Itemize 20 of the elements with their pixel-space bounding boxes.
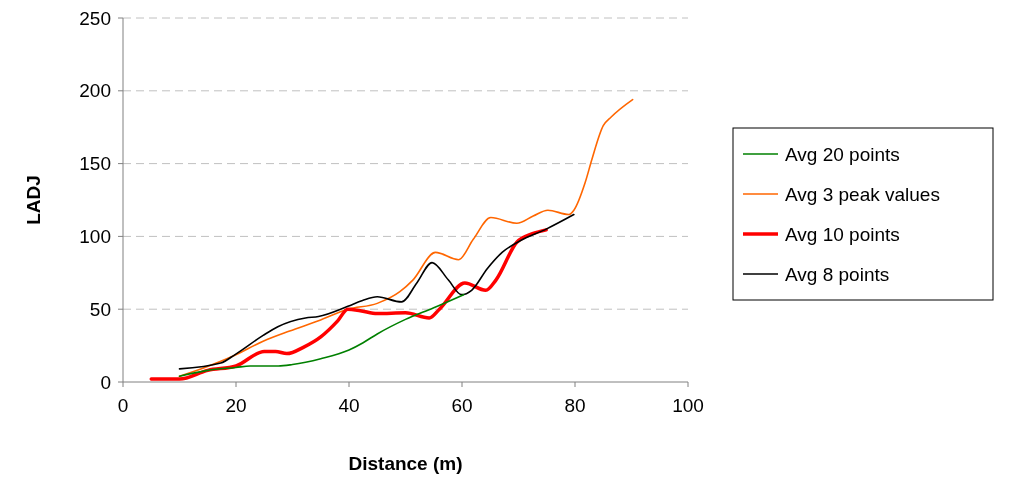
x-tick-label: 20 [225, 395, 247, 416]
line-series [178, 213, 575, 370]
line-series [178, 293, 465, 377]
legend-label: Avg 10 points [785, 223, 900, 245]
y-tick-label: 250 [79, 7, 111, 29]
y-axis-title: LADJ [23, 175, 44, 225]
y-tick-label: 200 [79, 80, 111, 102]
x-tick-label: 0 [117, 395, 129, 416]
legend-label: Avg 3 peak values [785, 183, 940, 205]
x-tick-label: 80 [564, 395, 586, 416]
x-tick-label: 40 [338, 395, 360, 416]
y-tick-label: 150 [79, 153, 111, 175]
y-tick-label: 50 [89, 298, 111, 320]
legend-label: Avg 20 points [785, 143, 900, 165]
x-tick-label: 60 [451, 395, 473, 416]
y-tick-label: 100 [79, 226, 111, 248]
legend-label: Avg 8 points [785, 263, 890, 285]
x-axis-title: Distance (m) [348, 453, 463, 474]
y-tick-label: 0 [100, 371, 111, 393]
x-tick-label: 100 [672, 395, 704, 416]
